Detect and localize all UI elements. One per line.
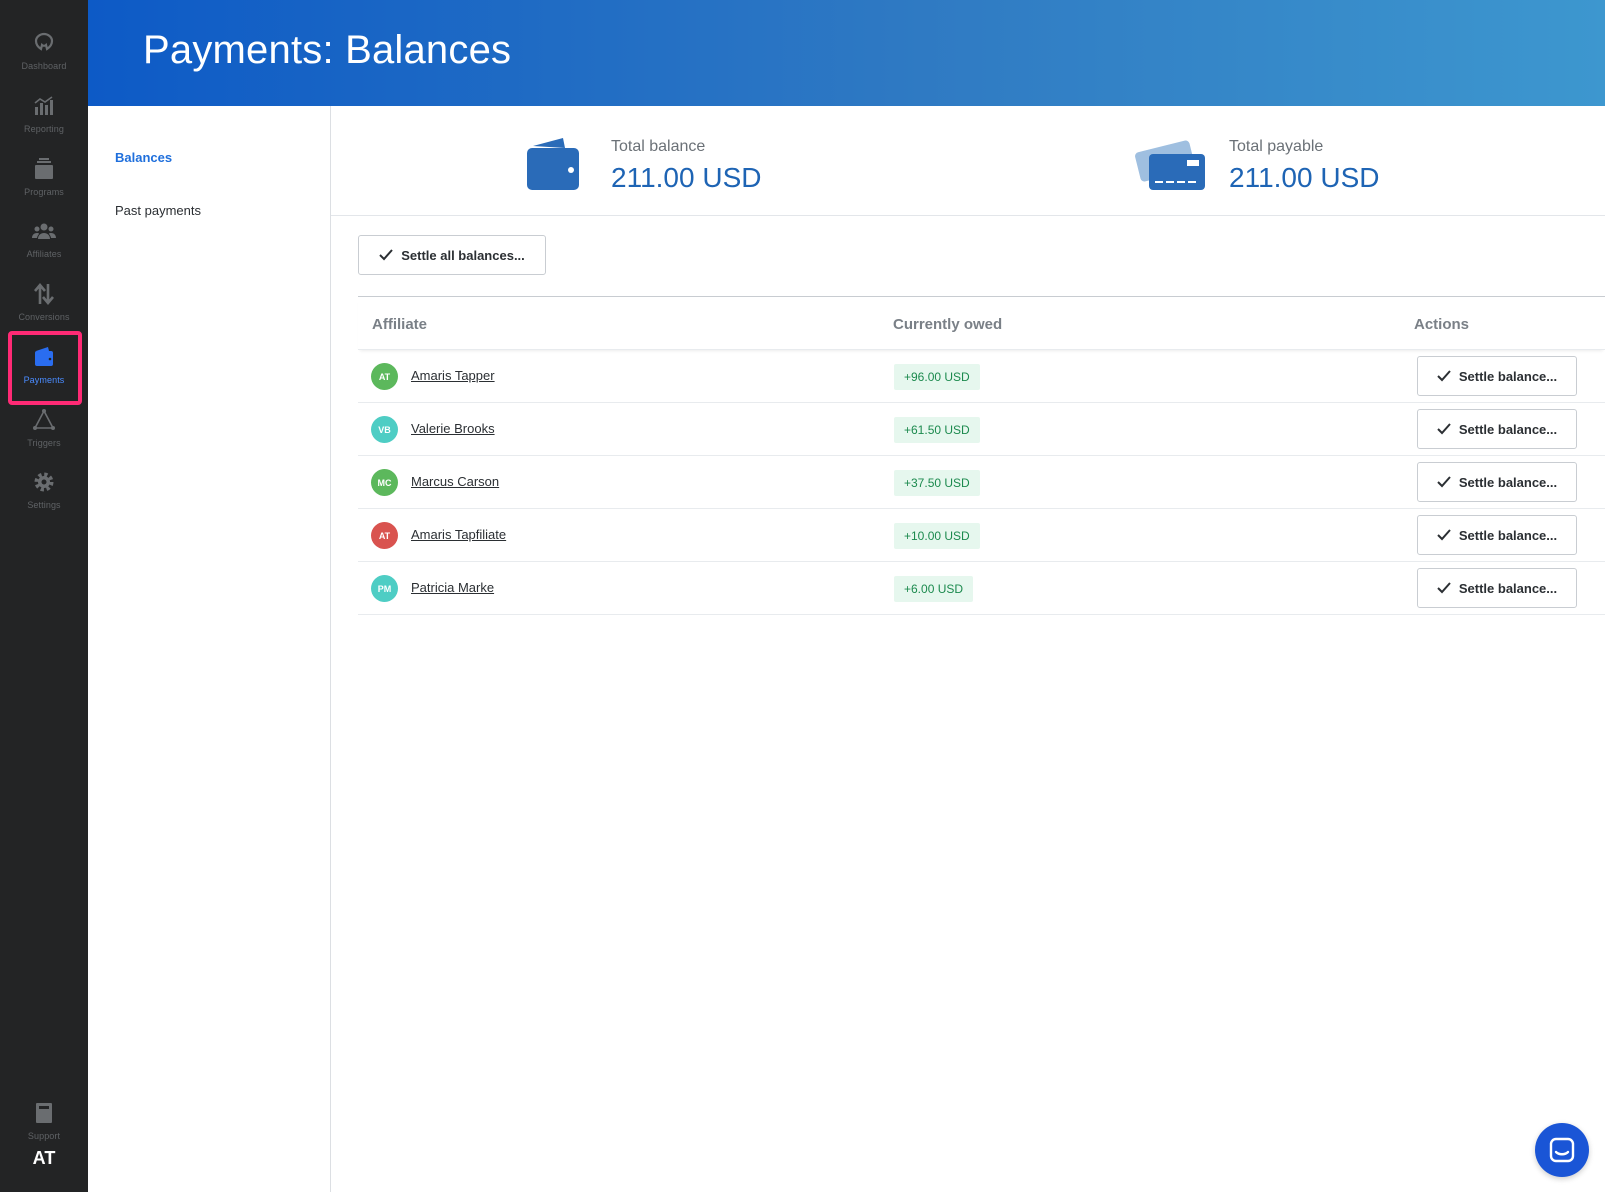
- bar-chart-icon: [31, 93, 57, 119]
- credit-card-icon: [1135, 132, 1207, 196]
- affiliate-avatar: PM: [371, 575, 398, 602]
- settle-balance-button[interactable]: Settle balance...: [1417, 356, 1577, 396]
- rail-label: Reporting: [24, 124, 64, 134]
- subnav-past-payments[interactable]: Past payments: [115, 203, 201, 218]
- table-row: MC Marcus Carson +37.50 USD Settle balan…: [358, 456, 1605, 509]
- settle-balance-label: Settle balance...: [1458, 474, 1558, 490]
- column-affiliate: Affiliate: [372, 316, 428, 333]
- programs-icon: [31, 156, 57, 182]
- triggers-icon: [31, 407, 57, 433]
- rail-item-programs[interactable]: Programs: [0, 148, 88, 212]
- affiliate-link[interactable]: Patricia Marke: [411, 580, 495, 595]
- rail-item-reporting[interactable]: Reporting: [0, 85, 88, 149]
- total-payable-label: Total payable: [1229, 138, 1324, 155]
- page-header: Payments: Balances: [88, 0, 1605, 106]
- affiliate-link[interactable]: Amaris Tapfiliate: [411, 527, 507, 542]
- rail-item-triggers[interactable]: Triggers: [0, 399, 88, 463]
- book-icon: [31, 1100, 57, 1126]
- affiliate-link[interactable]: Marcus Carson: [411, 474, 500, 489]
- check-icon: [1437, 370, 1451, 382]
- settle-balance-button[interactable]: Settle balance...: [1417, 515, 1577, 555]
- rail-label: Triggers: [27, 438, 61, 448]
- rail-label: Settings: [27, 500, 61, 510]
- up-down-arrows-icon: [31, 281, 57, 307]
- owed-badge: +61.50 USD: [894, 417, 980, 443]
- chat-launcher-button[interactable]: [1535, 1123, 1589, 1177]
- total-payable-value: 211.00 USD: [1229, 162, 1380, 193]
- main-content: Total balance 211.00 USD Total payable 2…: [331, 106, 1605, 1192]
- settle-balance-button[interactable]: Settle balance...: [1417, 568, 1577, 608]
- settle-balance-button[interactable]: Settle balance...: [1417, 409, 1577, 449]
- gear-icon: [31, 469, 57, 495]
- check-icon: [1437, 582, 1451, 594]
- rail-label: Conversions: [18, 312, 70, 322]
- rail-item-settings[interactable]: Settings: [0, 461, 88, 525]
- rail-label: Programs: [24, 187, 64, 197]
- check-icon: [1437, 529, 1451, 541]
- rail-item-support[interactable]: Support: [0, 1092, 88, 1156]
- settle-balance-button[interactable]: Settle balance...: [1417, 462, 1577, 502]
- rail-item-conversions[interactable]: Conversions: [0, 273, 88, 337]
- settle-all-balances-button[interactable]: Settle all balances...: [358, 235, 546, 275]
- owed-badge: +37.50 USD: [894, 470, 980, 496]
- rail-item-dashboard[interactable]: Dashboard: [0, 22, 88, 86]
- check-icon: [379, 249, 393, 261]
- check-icon: [1437, 476, 1451, 488]
- owed-badge: +6.00 USD: [894, 576, 974, 602]
- balance-summary: Total balance 211.00 USD Total payable 2…: [331, 106, 1605, 216]
- wallet-icon: [517, 132, 589, 196]
- affiliate-link[interactable]: Valerie Brooks: [411, 421, 495, 436]
- total-balance-stat: Total balance 211.00 USD: [517, 132, 761, 196]
- affiliate-link[interactable]: Amaris Tapper: [411, 368, 495, 383]
- settle-balance-label: Settle balance...: [1458, 421, 1558, 437]
- people-icon: [31, 218, 57, 244]
- active-item-highlight: [8, 331, 82, 405]
- rail-item-affiliates[interactable]: Affiliates: [0, 210, 88, 274]
- user-avatar[interactable]: AT: [32, 1148, 56, 1168]
- check-icon: [1437, 423, 1451, 435]
- total-balance-label: Total balance: [611, 138, 706, 155]
- wallet-icon: [31, 344, 57, 370]
- table-row: AT Amaris Tapfiliate +10.00 USD Settle b…: [358, 509, 1605, 562]
- table-row: PM Patricia Marke +6.00 USD Settle balan…: [358, 562, 1605, 615]
- affiliate-avatar: AT: [371, 522, 398, 549]
- subnav-balances[interactable]: Balances: [115, 150, 173, 165]
- affiliate-avatar: MC: [371, 469, 398, 496]
- table-row: AT Amaris Tapper +96.00 USD Settle balan…: [358, 350, 1605, 403]
- column-currently-owed: Currently owed: [893, 316, 1003, 333]
- rail-label: Dashboard: [21, 61, 67, 71]
- affiliate-avatar: AT: [371, 363, 398, 390]
- settle-balance-label: Settle balance...: [1458, 368, 1558, 384]
- balances-table: Affiliate Currently owed Actions AT Amar…: [358, 296, 1605, 615]
- owed-badge: +10.00 USD: [894, 523, 980, 549]
- table-header: Affiliate Currently owed Actions: [358, 297, 1605, 350]
- settle-balance-label: Settle balance...: [1458, 527, 1558, 543]
- app-rail: Dashboard Reporting Programs Affiliates …: [0, 0, 88, 1192]
- rail-label: Support: [27, 1131, 61, 1141]
- owed-badge: +96.00 USD: [894, 364, 980, 390]
- total-payable-stat: Total payable 211.00 USD: [1135, 132, 1379, 196]
- affiliate-avatar: VB: [371, 416, 398, 443]
- rail-item-payments[interactable]: Payments: [0, 336, 88, 400]
- page-title: Payments: Balances: [143, 28, 512, 72]
- chat-icon: [1549, 1137, 1575, 1163]
- rail-label: Affiliates: [26, 249, 62, 259]
- sub-navigation: Balances Past payments: [88, 106, 331, 1192]
- settle-balance-label: Settle balance...: [1458, 580, 1558, 596]
- column-actions: Actions: [1414, 316, 1470, 333]
- table-row: VB Valerie Brooks +61.50 USD Settle bala…: [358, 403, 1605, 456]
- rail-label: Payments: [23, 375, 65, 385]
- settle-all-label: Settle all balances...: [401, 247, 525, 263]
- total-balance-value: 211.00 USD: [611, 162, 762, 193]
- dashboard-icon: [31, 30, 57, 56]
